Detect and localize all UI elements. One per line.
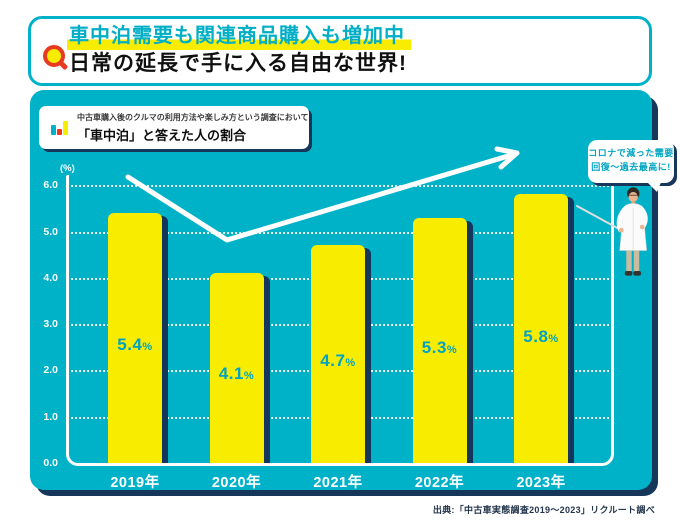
magnifier-icon — [43, 45, 65, 67]
category-label-2023年: 2023年 — [516, 475, 566, 491]
bar-value-label: 5.3% — [421, 337, 458, 357]
y-tick-2.0: 2.0 — [43, 364, 58, 377]
plot-area: 5.4% 4.1% 4.7% 5.3% 5.8% — [66, 175, 614, 466]
mini-bar-red — [57, 128, 62, 135]
y-tick-3.0: 3.0 — [43, 318, 58, 331]
bar-2022年: 5.3% — [412, 217, 467, 463]
source-note: 出典:「中古車実態調査2019〜2023」リクルート調べ — [432, 505, 655, 515]
bar-2021年: 4.7% — [311, 245, 365, 463]
page-subtitle: 日常の延長で手に入る自由な世界! — [69, 52, 407, 75]
survey-note-line2: 「車中泊」と答えた人の割合 — [77, 127, 247, 143]
survey-note-box: 中古車購入後のクルマの利用方法や楽しみ方という調査において 「車中泊」と答えた人… — [39, 106, 309, 149]
callout-line2: 回復〜過去最高に! — [591, 161, 671, 172]
page-title-highlighted: 車中泊需要も関連商品購入も増加中 — [67, 24, 411, 50]
bar-value-label: 4.7% — [320, 350, 356, 370]
chart-panel: 中古車購入後のクルマの利用方法や楽しみ方という調査において 「車中泊」と答えた人… — [30, 90, 652, 491]
bar-value-label: 5.8% — [523, 326, 559, 346]
category-label-2020年: 2020年 — [211, 475, 262, 491]
category-label-2019年: 2019年 — [110, 475, 160, 491]
y-tick-1.0: 1.0 — [43, 410, 58, 423]
y-tick-6.0: 6.0 — [43, 179, 58, 192]
bar-value-label: 4.1% — [218, 363, 255, 383]
mini-bar-chart-icon — [51, 120, 68, 135]
gridline-6 — [71, 185, 609, 188]
survey-note-line1: 中古車購入後のクルマの利用方法や楽しみ方という調査において — [77, 112, 309, 122]
y-tick-4.0: 4.0 — [43, 271, 58, 284]
y-tick-5.0: 5.0 — [43, 225, 58, 238]
y-tick-0.0: 0.0 — [43, 457, 58, 469]
bar-2019年: 5.4% — [108, 212, 162, 463]
callout-line1: コロナで減った需要 — [588, 148, 674, 158]
header-card: 車中泊需要も関連商品購入も増加中 日常の延長で手に入る自由な世界! — [28, 16, 652, 86]
mini-bar-yellow — [63, 120, 68, 135]
bar-2023年: 5.8% — [514, 194, 568, 463]
y-axis-unit-label: (%) — [60, 163, 75, 174]
category-label-2021年: 2021年 — [313, 475, 363, 491]
header-titles: 車中泊需要も関連商品購入も増加中 日常の延長で手に入る自由な世界! — [67, 24, 411, 77]
mini-bar-teal — [51, 124, 56, 135]
callout-bubble: コロナで減った需要 回復〜過去最高に! — [588, 140, 674, 183]
bar-value-label: 5.4% — [117, 335, 153, 355]
bar-2020年: 4.1% — [209, 273, 264, 463]
category-label-2022年: 2022年 — [414, 475, 465, 491]
